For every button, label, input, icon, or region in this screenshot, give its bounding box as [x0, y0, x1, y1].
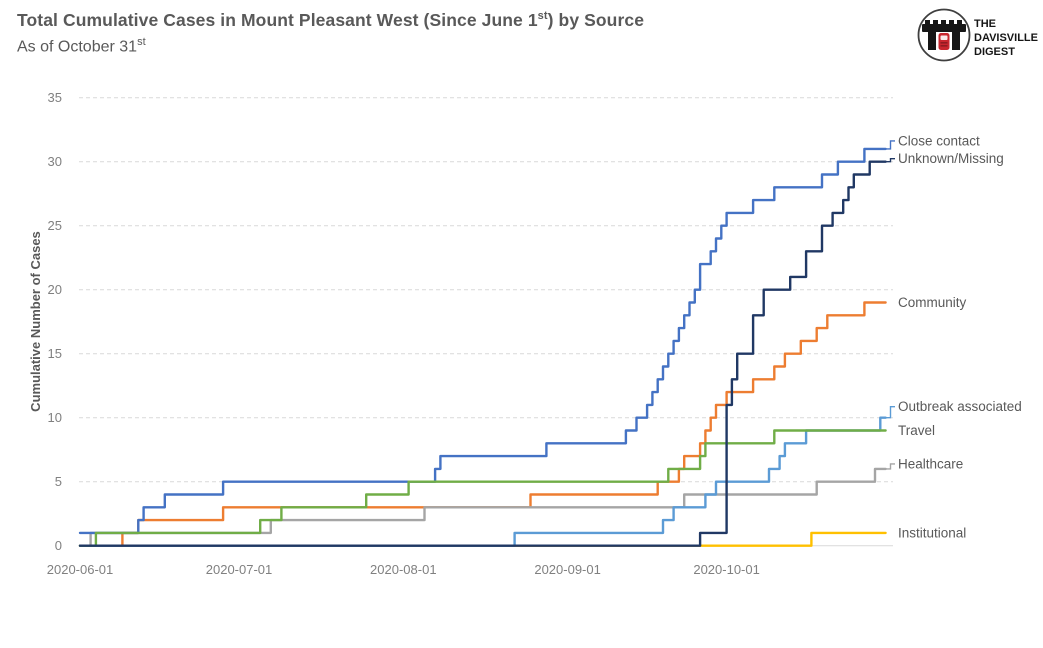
page-subtitle: As of October 31st	[17, 36, 146, 56]
x-tick-label-2020-10-01: 2020-10-01	[693, 562, 760, 577]
legend-label-outbreak-associated: Outbreak associated	[898, 399, 1022, 414]
legend-connector-outbreak-associated	[885, 406, 895, 419]
y-tick-label-30: 30	[48, 154, 62, 169]
legend-label-close-contact: Close contact	[898, 133, 980, 148]
x-tick-label-2020-06-01: 2020-06-01	[47, 562, 114, 577]
x-tick-label-2020-09-01: 2020-09-01	[534, 562, 601, 577]
subtitle-text: As of October 31	[17, 38, 138, 56]
legend-label-institutional: Institutional	[898, 525, 966, 540]
legend-label-healthcare: Healthcare	[898, 456, 963, 471]
series-line-healthcare	[78, 467, 887, 547]
y-tick-label-5: 5	[55, 474, 62, 489]
logo-line-1: THE	[974, 18, 996, 30]
y-tick-label-20: 20	[48, 282, 62, 297]
logo-line-3: DIGEST	[974, 46, 1015, 58]
series-line-travel	[78, 429, 887, 547]
legend-connector-close-contact	[885, 140, 895, 150]
y-tick-label-10: 10	[48, 410, 62, 425]
davisville-digest-logo: THE DAVISVILLE DIGEST	[917, 8, 1038, 62]
y-tick-label-35: 35	[48, 90, 62, 105]
title-text: Total Cumulative Cases in Mount Pleasant…	[17, 10, 538, 30]
legend-label-unknown-missing: Unknown/Missing	[898, 151, 1004, 166]
logo-line-2: DAVISVILLE	[974, 32, 1038, 44]
y-tick-label-25: 25	[48, 218, 62, 233]
series-line-community	[78, 301, 887, 547]
series-line-institutional	[78, 531, 887, 547]
title-superscript: st	[537, 10, 548, 23]
legend-connector-healthcare	[885, 463, 895, 470]
legend-connector-unknown-missing	[885, 158, 895, 163]
davisville-bridge-icon	[917, 8, 971, 62]
y-tick-label-15: 15	[48, 346, 62, 361]
legend-label-travel: Travel	[898, 423, 935, 438]
x-tick-label-2020-07-01: 2020-07-01	[206, 562, 273, 577]
series-line-close-contact	[78, 147, 887, 535]
series-line-unknown-missing	[78, 160, 887, 547]
title-suffix: ) by Source	[547, 10, 645, 30]
series-line-outbreak-associated	[78, 416, 887, 547]
page-title: Total Cumulative Cases in Mount Pleasant…	[17, 10, 644, 31]
x-tick-label-2020-08-01: 2020-08-01	[370, 562, 437, 577]
legend-label-community: Community	[898, 295, 967, 310]
subtitle-superscript: st	[137, 36, 146, 48]
y-tick-label-0: 0	[55, 538, 62, 553]
